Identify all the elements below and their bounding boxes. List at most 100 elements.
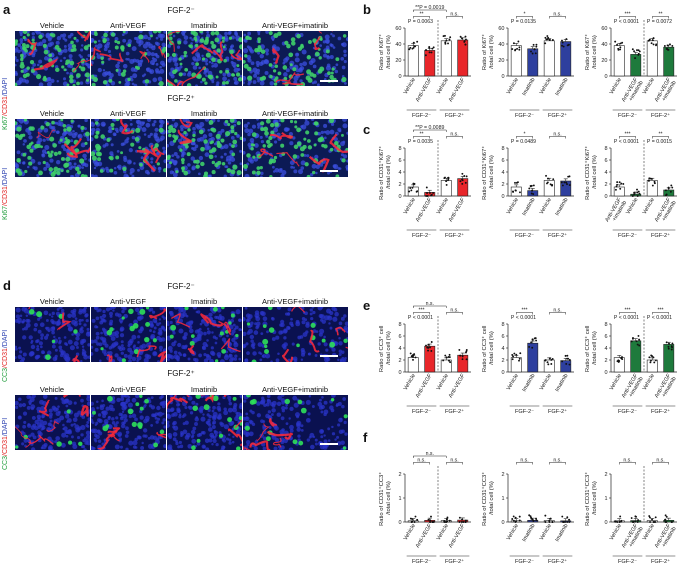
data-point [636,343,639,346]
data-point [446,520,449,523]
p-value-label: P < 0.0001 [647,315,672,321]
y-tick-label: 4 [398,346,401,352]
data-point [427,349,430,352]
chart-f3: 0 1 2 Ratio of CD31⁺CC3⁺ /total cell (%) Veh… [581,430,681,585]
micrograph-texture [167,307,242,362]
y-tick-label: 0 [398,74,401,80]
significance-label: n.s. [450,12,458,18]
d-top-stain-label: CC3/CD31/DAPI [2,329,9,382]
data-point [414,45,417,48]
micrograph-a-top-3 [166,31,242,86]
data-point [446,518,448,521]
data-point [442,359,445,362]
bar [543,180,555,197]
bar [440,180,452,197]
y-tick-label: 0 [501,520,504,526]
data-point [425,186,428,189]
data-point [649,521,652,523]
data-point [416,518,419,521]
significance-label: n.s. [553,132,561,138]
group-label: FGF-2⁺ [651,112,670,119]
significance-label: **P = 0.0089 [415,125,444,131]
a-bottom-col-2: Anti-VEGF [110,109,146,118]
category-label: Anti-VEGF+imatinib [621,522,645,552]
significance-label: n.s. [623,458,631,464]
y-tick-label: 8 [501,146,504,152]
category-label: Vehicle [609,77,623,96]
data-point [518,46,521,49]
group-label: FGF-2⁺ [548,112,567,119]
y-tick-label: 8 [604,146,607,152]
bar [663,46,675,77]
significance-bracket [549,312,566,315]
category-label: Vehicle [436,373,450,392]
data-point [513,352,516,355]
data-point [620,520,623,523]
chart-svg: 0 2 4 6 8 Ratio of CD31⁺Ki67⁺ /total cell (%)… [378,125,471,239]
data-point [461,182,464,185]
data-point [412,358,414,361]
y-tick-label: 0 [501,74,504,80]
data-point [428,191,431,194]
p-value-label: P < 0.0001 [408,315,433,321]
data-point [532,519,535,522]
y-axis-label: Ratio of CD31⁺CC3⁺ /total cell (%) [378,470,392,526]
category-label: Vehicle [539,77,553,96]
y-tick-label: 1 [604,496,607,502]
y-axis-label: Ratio of CD31⁺Ki67⁺ /total cell (%) [481,144,495,200]
y-tick-label: 8 [501,322,504,328]
micrograph-texture [15,31,90,86]
bar [440,40,452,77]
data-point [535,519,538,522]
micrograph-texture [243,395,348,450]
data-point [650,177,653,180]
y-tick-label: 40 [601,42,607,48]
data-point [544,521,547,523]
data-point [562,45,565,48]
bar [663,520,675,523]
data-point [411,186,414,189]
data-point [511,353,514,356]
data-point [663,44,666,47]
y-tick-label: 2 [501,358,504,364]
data-point [550,358,553,361]
data-point [514,189,517,192]
data-point [512,519,515,522]
data-point [461,355,464,358]
data-point [565,38,568,40]
data-point [530,50,532,53]
data-point [409,352,412,355]
a-top-col-2: Anti-VEGF [110,21,146,30]
p-value-label: P = 0.0489 [511,139,536,145]
data-point [630,340,633,343]
data-point [445,180,448,183]
y-tick-label: 6 [604,158,607,164]
data-point [463,174,466,177]
data-point [465,175,468,178]
significance-bracket [413,129,447,132]
data-point [518,359,520,362]
data-point [665,341,668,344]
y-tick-label: 40 [395,42,401,48]
data-point [617,47,620,50]
a-top-col-1: Vehicle [39,21,65,30]
data-point [616,183,619,186]
data-point [654,521,657,523]
data-point [651,518,653,521]
micrograph-texture [15,395,90,450]
y-tick-label: 2 [398,472,401,478]
group-label: FGF-2⁺ [651,558,670,565]
significance-label: *** [624,308,630,314]
y-tick-label: 20 [601,58,607,64]
data-point [518,519,521,522]
data-point [459,35,462,38]
data-point [636,521,639,523]
data-point [552,178,555,181]
data-point [515,353,518,356]
y-tick-label: 4 [501,346,504,352]
p-value-label: P < 0.0001 [614,19,639,25]
d-top-col-3: Imatinib [190,297,218,306]
chart-svg: 0 1 2 Ratio of CD31⁺CC3⁺ /total cell (%) Veh… [481,458,574,565]
data-point [544,42,547,45]
a-bottom-stain-label: Ki67/CD31/DAPI [2,167,9,220]
